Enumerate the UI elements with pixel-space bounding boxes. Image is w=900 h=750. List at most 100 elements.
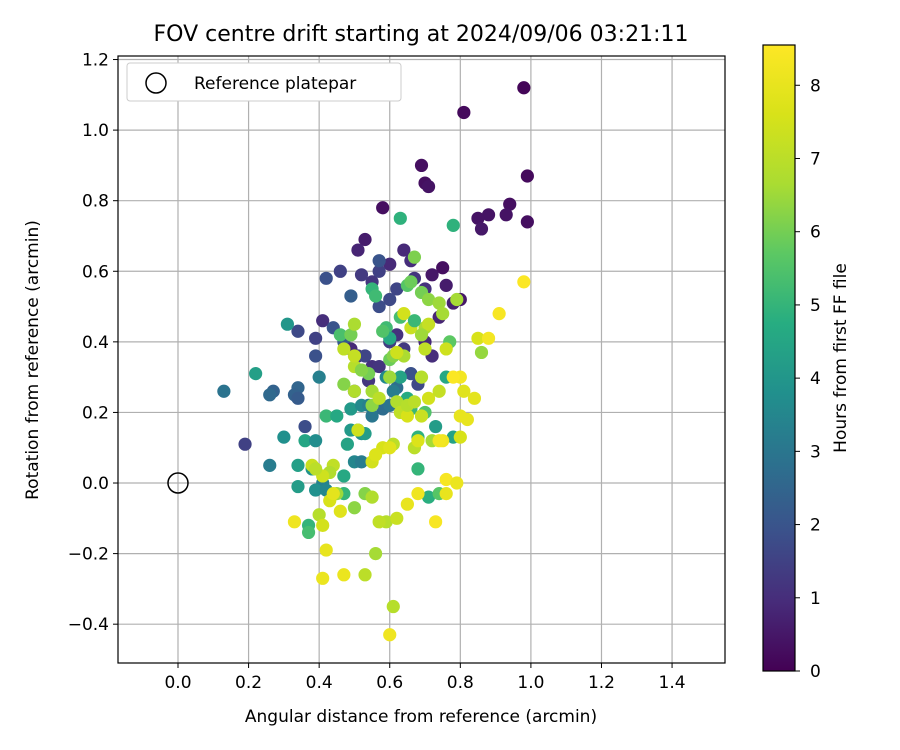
data-point (421, 179, 436, 194)
data-point (316, 518, 330, 532)
x-tick-label: 1.4 (659, 673, 686, 693)
data-point (421, 391, 436, 405)
colorbar-tick-label: 7 (810, 149, 821, 169)
data-point (312, 508, 326, 522)
data-point (436, 307, 450, 321)
legend: Reference platepar (126, 62, 402, 102)
data-point (372, 299, 386, 314)
data-point (517, 275, 531, 289)
x-tick-label: 0.6 (376, 673, 403, 693)
data-point (316, 314, 330, 328)
y-tick-label: 0.6 (82, 262, 109, 282)
data-point (365, 409, 379, 423)
data-point (386, 599, 400, 614)
data-point (446, 370, 460, 384)
data-point (390, 395, 404, 409)
data-point (309, 331, 323, 345)
data-point (383, 257, 397, 271)
data-point (358, 568, 372, 582)
y-tick-label: −0.2 (68, 545, 109, 565)
data-point (347, 384, 362, 398)
data-point (372, 515, 386, 529)
data-point (291, 391, 305, 405)
data-point (414, 328, 429, 342)
data-point (517, 81, 531, 95)
data-point (291, 324, 305, 338)
data-point (404, 367, 418, 381)
data-point (309, 349, 323, 363)
data-point (414, 370, 429, 384)
data-point (418, 342, 432, 356)
data-point (421, 317, 436, 331)
data-point (520, 215, 534, 229)
colorbar-ticks: 0 1 2 3 4 5 6 7 8 (795, 76, 821, 682)
data-point (474, 222, 489, 236)
data-point (414, 158, 429, 173)
chart-title: FOV centre drift starting at 2024/09/06 … (154, 22, 689, 47)
data-point (439, 342, 453, 356)
data-point (344, 402, 358, 416)
data-point (404, 275, 418, 289)
data-point (492, 307, 506, 321)
data-point (421, 292, 436, 307)
data-point (277, 430, 291, 444)
data-point (383, 441, 397, 455)
legend-entry: Reference platepar (194, 74, 356, 94)
data-point (291, 458, 305, 472)
data-point (291, 479, 305, 494)
data-point (407, 314, 422, 328)
data-point (238, 437, 252, 451)
data-point (347, 501, 362, 515)
x-axis-ticks: 0.0 0.2 0.4 0.6 0.8 1.0 1.2 1.4 (164, 663, 686, 693)
legend-marker-icon (145, 72, 167, 94)
data-point (369, 546, 383, 561)
data-point (429, 515, 443, 529)
y-tick-label: 0.8 (82, 192, 109, 212)
data-point (446, 218, 460, 232)
data-point (453, 430, 467, 444)
data-point (383, 370, 397, 384)
data-point (376, 201, 390, 215)
y-tick-label: 1.2 (82, 51, 109, 71)
data-point (407, 395, 422, 409)
data-point (376, 324, 390, 338)
data-point (298, 419, 312, 434)
data-point (287, 515, 302, 529)
plot-frame (117, 55, 726, 664)
data-point (333, 264, 347, 278)
y-axis-ticks: −0.4 −0.2 0.0 0.2 0.4 0.6 0.8 1.0 1.2 (68, 51, 118, 635)
data-point (372, 359, 386, 374)
data-point (414, 409, 429, 423)
data-point (439, 278, 453, 292)
y-axis-label: Rotation from reference (arcmin) (23, 220, 43, 500)
data-point (411, 487, 425, 501)
reference-point-marker (167, 472, 189, 494)
data-point (457, 105, 471, 120)
y-tick-label: 0.0 (82, 474, 109, 494)
data-point (340, 437, 354, 451)
data-point (344, 328, 358, 342)
data-point (351, 243, 365, 257)
data-point (407, 250, 422, 264)
data-point (333, 504, 347, 518)
data-point (471, 211, 485, 225)
colorbar-tick-label: 3 (810, 442, 821, 462)
data-point (372, 264, 386, 278)
data-point (432, 296, 446, 310)
data-point (453, 409, 467, 423)
x-tick-label: 0.4 (306, 673, 333, 693)
data-point (411, 462, 425, 476)
data-point (347, 349, 362, 363)
data-point (400, 409, 414, 423)
data-point (365, 490, 379, 504)
data-point (369, 289, 383, 303)
data-point (400, 497, 414, 511)
reference-marker (167, 472, 189, 494)
colorbar-label: Hours from first FF file (831, 263, 851, 453)
data-point (503, 197, 517, 211)
data-point (344, 289, 358, 303)
data-point (337, 342, 351, 356)
data-point (319, 409, 333, 423)
x-tick-label: 1.2 (588, 673, 615, 693)
colorbar-tick-label: 1 (810, 589, 821, 609)
